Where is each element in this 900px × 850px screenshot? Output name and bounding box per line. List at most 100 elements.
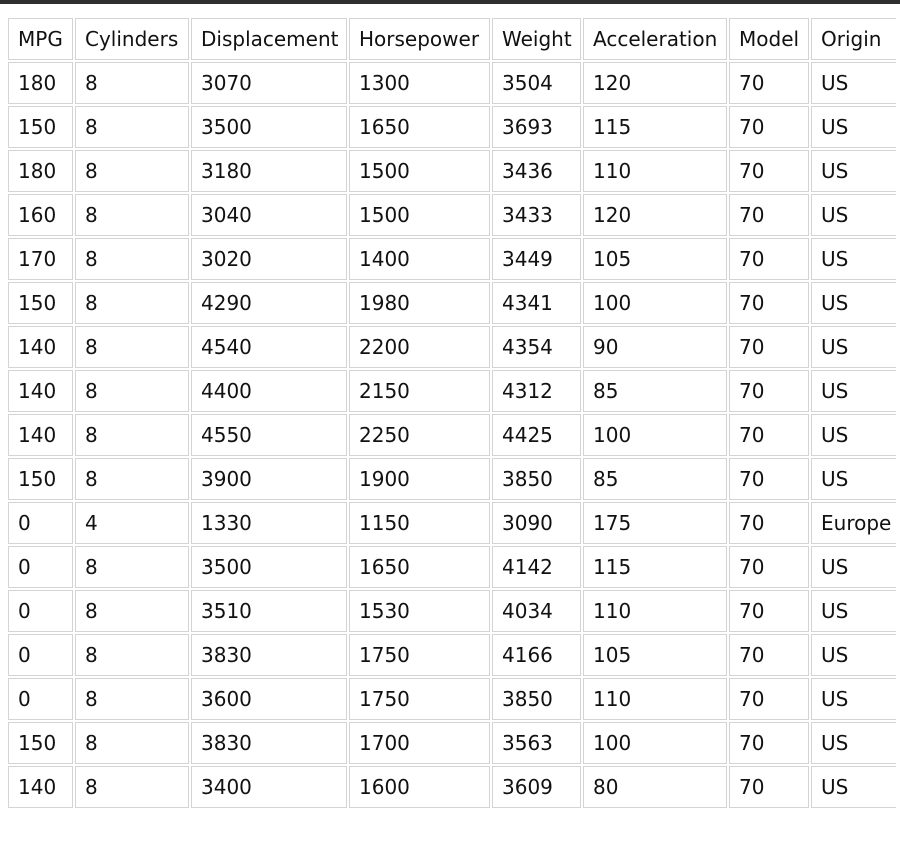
table-cell: 70 (729, 766, 809, 808)
table-row: 140 8 3400 1600 3609 80 70 US (8, 766, 896, 808)
table-cell: 1750 (349, 678, 490, 720)
table-cell: 105 (583, 634, 727, 676)
table-cell: 170 (8, 238, 73, 280)
table-cell: 1980 (349, 282, 490, 324)
table-cell: 140 (8, 326, 73, 368)
table-cell: 70 (729, 546, 809, 588)
table-cell: 3433 (492, 194, 581, 236)
table-cell: 3070 (191, 62, 347, 104)
table-cell: 4341 (492, 282, 581, 324)
table-cell: 8 (75, 458, 189, 500)
table-cell: 70 (729, 282, 809, 324)
table-cell: 70 (729, 414, 809, 456)
table-cell: 70 (729, 106, 809, 148)
table-cell: 1400 (349, 238, 490, 280)
table-cell: 150 (8, 282, 73, 324)
table-row: 150 8 3830 1700 3563 100 70 US (8, 722, 896, 764)
table-cell: US (811, 370, 896, 412)
table-cell: US (811, 546, 896, 588)
table-cell: 160 (8, 194, 73, 236)
table-cell: 175 (583, 502, 727, 544)
table-cell: 4034 (492, 590, 581, 632)
column-header: Acceleration (583, 18, 727, 60)
table-row: 150 8 4290 1980 4341 100 70 US (8, 282, 896, 324)
table-cell: 8 (75, 722, 189, 764)
table-cell: 8 (75, 106, 189, 148)
table-cell: 70 (729, 150, 809, 192)
table-row: 160 8 3040 1500 3433 120 70 US (8, 194, 896, 236)
table-cell: 3693 (492, 106, 581, 148)
table-cell: US (811, 634, 896, 676)
table-cell: 120 (583, 62, 727, 104)
table-cell: 110 (583, 150, 727, 192)
table-cell: 3830 (191, 722, 347, 764)
table-cell: 115 (583, 546, 727, 588)
table-cell: 70 (729, 194, 809, 236)
table-cell: 4 (75, 502, 189, 544)
table-cell: 1650 (349, 546, 490, 588)
table-cell: 3609 (492, 766, 581, 808)
data-table: MPG Cylinders Displacement Horsepower We… (8, 18, 896, 810)
table-row: 0 8 3600 1750 3850 110 70 US (8, 678, 896, 720)
table-cell: 3600 (191, 678, 347, 720)
table-row: 140 8 4540 2200 4354 90 70 US (8, 326, 896, 368)
table-row: 150 8 3900 1900 3850 85 70 US (8, 458, 896, 500)
table-row: 140 8 4400 2150 4312 85 70 US (8, 370, 896, 412)
table-row: 150 8 3500 1650 3693 115 70 US (8, 106, 896, 148)
table-cell: 8 (75, 194, 189, 236)
table-row: 0 8 3830 1750 4166 105 70 US (8, 634, 896, 676)
table-cell: 0 (8, 590, 73, 632)
table-cell: 150 (8, 722, 73, 764)
table-cell: 2150 (349, 370, 490, 412)
table-cell: 2200 (349, 326, 490, 368)
table-cell: 1150 (349, 502, 490, 544)
table-cell: 4142 (492, 546, 581, 588)
table-cell: 3850 (492, 458, 581, 500)
table-cell: 8 (75, 546, 189, 588)
table-cell: 120 (583, 194, 727, 236)
table-cell: 180 (8, 62, 73, 104)
table-cell: 1600 (349, 766, 490, 808)
table-cell: 3400 (191, 766, 347, 808)
table-row: 0 8 3500 1650 4142 115 70 US (8, 546, 896, 588)
table-cell: 3510 (191, 590, 347, 632)
table-cell: 70 (729, 634, 809, 676)
table-cell: 3040 (191, 194, 347, 236)
table-cell: 140 (8, 766, 73, 808)
table-cell: 1750 (349, 634, 490, 676)
table-cell: 1900 (349, 458, 490, 500)
table-cell: 0 (8, 678, 73, 720)
table-cell: US (811, 722, 896, 764)
table-cell: 3436 (492, 150, 581, 192)
table-cell: Europe (811, 502, 896, 544)
table-cell: 70 (729, 370, 809, 412)
table-cell: 4312 (492, 370, 581, 412)
top-window-bar (0, 0, 900, 4)
table-cell: 4354 (492, 326, 581, 368)
table-cell: 1700 (349, 722, 490, 764)
table-cell: 1500 (349, 194, 490, 236)
table-cell: 110 (583, 590, 727, 632)
table-cell: 110 (583, 678, 727, 720)
table-cell: 1530 (349, 590, 490, 632)
table-cell: 8 (75, 326, 189, 368)
table-row: 140 8 4550 2250 4425 100 70 US (8, 414, 896, 456)
table-cell: 105 (583, 238, 727, 280)
table-cell: 70 (729, 326, 809, 368)
table-cell: 140 (8, 370, 73, 412)
table-cell: 8 (75, 282, 189, 324)
table-cell: 0 (8, 502, 73, 544)
table-cell: 3563 (492, 722, 581, 764)
table-cell: US (811, 766, 896, 808)
table-cell: 8 (75, 634, 189, 676)
table-cell: 3830 (191, 634, 347, 676)
table-cell: 8 (75, 414, 189, 456)
table-cell: 1300 (349, 62, 490, 104)
table-cell: 8 (75, 238, 189, 280)
table-cell: 4550 (191, 414, 347, 456)
table-cell: 3180 (191, 150, 347, 192)
column-header: Model (729, 18, 809, 60)
table-body: 180 8 3070 1300 3504 120 70 US 150 8 3500 1650 3693 1… (8, 62, 896, 808)
table-cell: US (811, 326, 896, 368)
table-container: MPG Cylinders Displacement Horsepower We… (8, 18, 896, 850)
